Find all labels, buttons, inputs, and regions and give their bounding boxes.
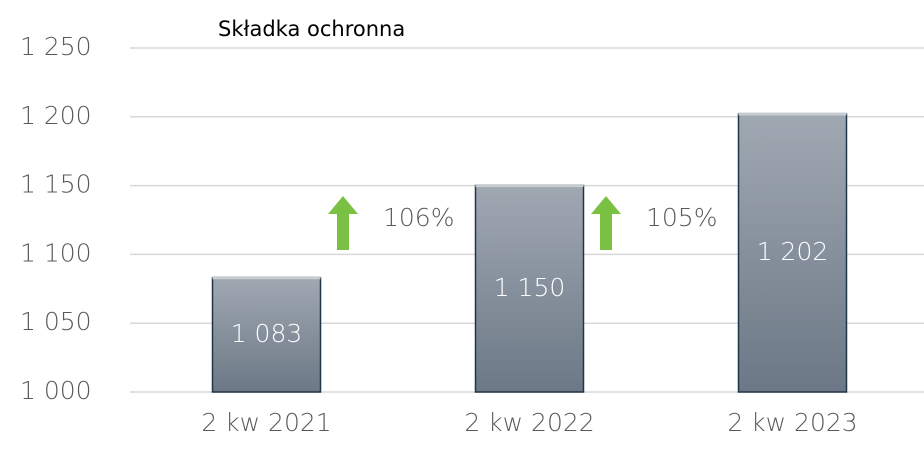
value-label: 1 202 [757, 237, 829, 266]
value-label: 1 083 [231, 319, 303, 348]
bar [211, 277, 322, 393]
x-tick-label: 2 kw 2022 [464, 408, 594, 437]
bar [474, 184, 585, 393]
y-tick-label: 1 150 [20, 170, 92, 199]
growth-arrow [591, 196, 621, 250]
chart-title: Składka ochronna [218, 17, 405, 41]
y-tick-label: 1 200 [20, 101, 92, 130]
y-tick-label: 1 250 [20, 32, 92, 61]
y-tick-label: 1 000 [20, 376, 92, 405]
y-tick-label: 1 100 [20, 238, 92, 267]
x-tick-label: 2 kw 2023 [727, 408, 857, 437]
growth-arrow [328, 196, 358, 250]
annotation: 106% [383, 203, 454, 232]
x-tick-label: 2 kw 2021 [201, 408, 331, 437]
y-tick-label: 1 050 [20, 307, 92, 336]
value-label: 1 150 [494, 273, 566, 302]
bar [737, 113, 848, 393]
annotation: 105% [646, 203, 717, 232]
